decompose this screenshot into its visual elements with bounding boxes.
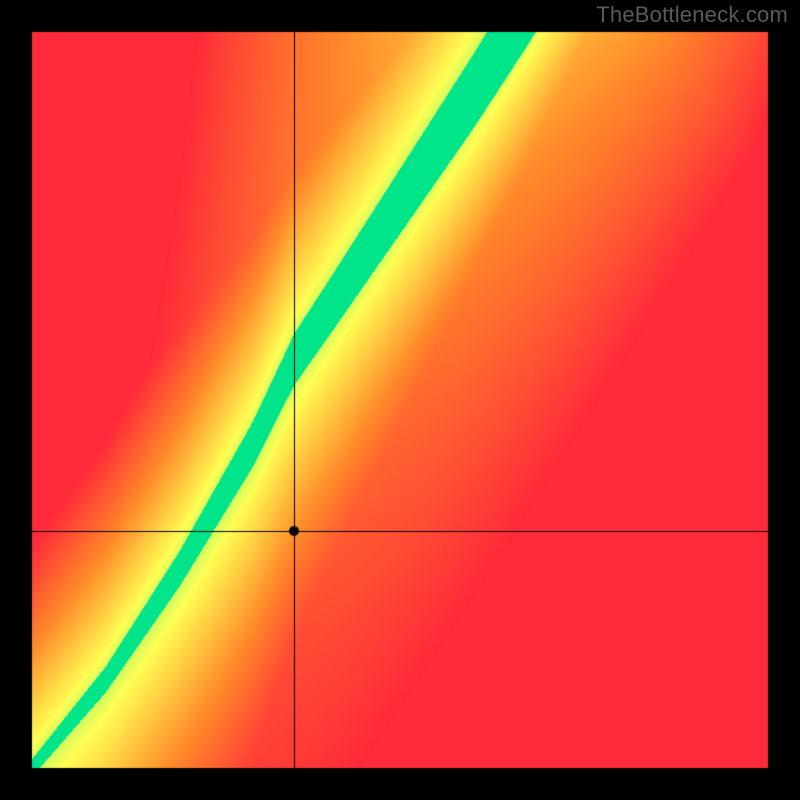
watermark-text: TheBottleneck.com [596,2,788,28]
bottleneck-heatmap [0,0,800,800]
